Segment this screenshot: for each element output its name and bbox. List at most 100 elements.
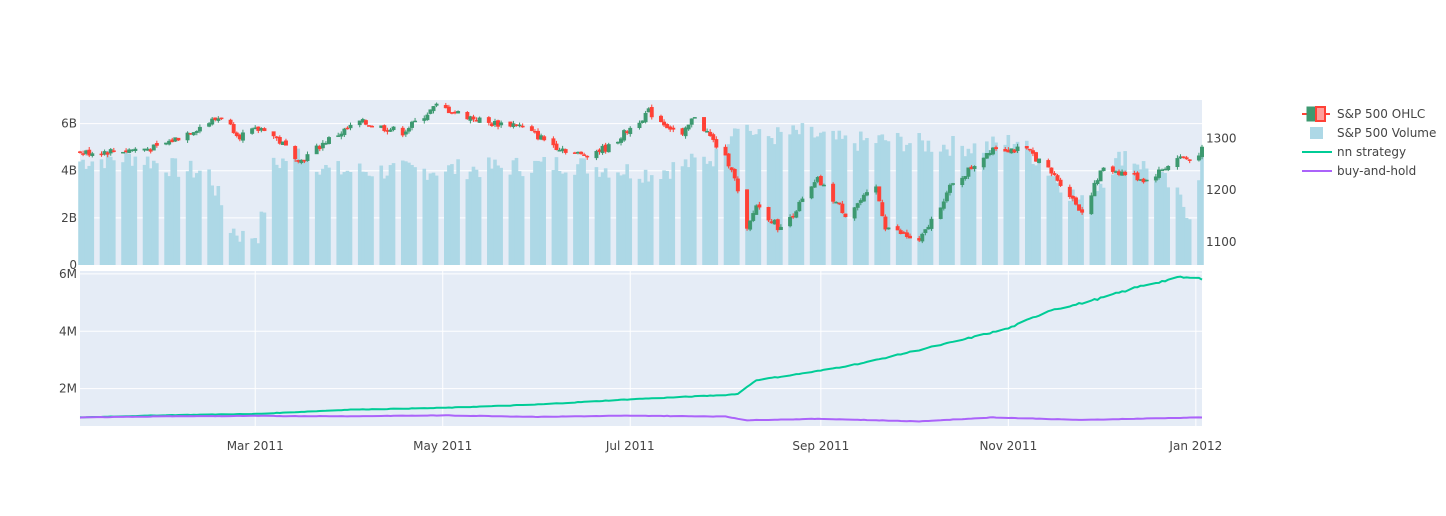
volume-bar xyxy=(1157,175,1161,265)
price-tick-label: 1300 xyxy=(1206,132,1237,146)
volume-bar xyxy=(1175,187,1180,265)
ohlc-candle xyxy=(1067,184,1072,199)
legend-item[interactable]: S&P 500 Volume xyxy=(1310,126,1436,140)
ohlc-candle xyxy=(766,206,771,223)
ohlc-candle xyxy=(840,200,845,214)
volume-bar xyxy=(1071,189,1075,265)
ohlc-candle xyxy=(90,151,95,158)
legend-candle-icon xyxy=(1315,106,1326,122)
volume-bar xyxy=(905,144,909,265)
volume-bar xyxy=(530,172,534,265)
ohlc-candle xyxy=(877,186,882,202)
volume-bar xyxy=(176,176,181,265)
volume-bar xyxy=(228,232,233,265)
ohlc-candle xyxy=(1015,143,1020,154)
volume-bar xyxy=(646,181,651,265)
ohlc-candle xyxy=(711,132,716,143)
volume-bar xyxy=(262,212,267,265)
volume-bar xyxy=(185,171,190,265)
volume-bar xyxy=(585,173,590,265)
legend-item[interactable]: nn strategy xyxy=(1302,145,1406,159)
ohlc-candle xyxy=(947,183,952,196)
volume-bar xyxy=(499,167,503,265)
volume-bar xyxy=(994,142,998,265)
volume-bar xyxy=(902,151,906,265)
ohlc-candle xyxy=(1175,155,1180,170)
ohlc-candle xyxy=(1080,206,1085,215)
volume-bar xyxy=(536,160,540,265)
axis-ticks: 0 2B 4B 6B 1100 1200 1300 2M 4M 6M Mar 2011 May 201… xyxy=(59,117,1237,453)
ohlc-candle xyxy=(864,189,869,197)
ohlc-candle xyxy=(619,137,623,146)
ohlc-candle xyxy=(1095,178,1100,186)
ohlc-candle xyxy=(277,135,282,145)
ohlc-candle xyxy=(271,131,276,139)
volume-bar xyxy=(364,172,368,265)
ohlc-candle xyxy=(745,189,750,231)
volume-bar xyxy=(327,167,331,265)
ohlc-candle xyxy=(536,128,540,141)
legend[interactable]: S&P 500 OHLC S&P 500 Volume nn strategy buy… xyxy=(1302,106,1436,178)
ohlc-candle xyxy=(81,150,86,157)
ohlc-candle xyxy=(1110,165,1115,174)
volume-bar xyxy=(155,163,159,265)
volume-bar xyxy=(908,143,912,265)
ohlc-candle xyxy=(723,144,728,156)
volume-bar xyxy=(259,211,264,265)
ohlc-candle xyxy=(1089,192,1094,215)
volume-bar xyxy=(603,168,608,265)
volume-bar xyxy=(278,168,282,265)
legend-item[interactable]: S&P 500 OHLC xyxy=(1302,106,1425,122)
legend-item[interactable]: buy-and-hold xyxy=(1302,164,1416,178)
equity-tick-label: 6M xyxy=(59,267,77,281)
volume-bar xyxy=(1077,199,1081,265)
volume-bar xyxy=(1024,140,1029,265)
ohlc-candle xyxy=(831,182,836,204)
ohlc-candle xyxy=(216,116,221,123)
volume-bar xyxy=(736,128,740,265)
volume-bar xyxy=(145,156,150,265)
volume-bar xyxy=(102,168,107,265)
ohlc-candle xyxy=(1187,159,1192,164)
volume-bar xyxy=(800,123,805,265)
volume-bar xyxy=(923,151,928,265)
ohlc-candle xyxy=(486,116,491,126)
nn-strategy-line xyxy=(79,275,1203,419)
volume-bar xyxy=(391,163,396,265)
volume-bar xyxy=(1160,171,1164,265)
ohlc-candle xyxy=(1027,148,1032,152)
ohlc-candle xyxy=(529,124,534,132)
volume-bar xyxy=(1178,194,1183,265)
ohlc-candle xyxy=(812,179,817,188)
ohlc-candle xyxy=(443,102,448,109)
legend-candle-icon xyxy=(1306,106,1317,122)
volume-bar xyxy=(385,175,390,265)
volume-bar xyxy=(127,153,131,265)
ohlc-candle xyxy=(972,165,977,172)
ohlc-candle xyxy=(671,125,676,133)
volume-bar xyxy=(1184,217,1189,265)
volume-bar xyxy=(960,145,965,265)
ohlc-candle xyxy=(231,122,236,134)
ohlc-candle xyxy=(852,206,857,221)
volume-bar xyxy=(281,158,285,265)
volume-bar xyxy=(1095,191,1100,265)
volume-bar xyxy=(1034,165,1038,265)
ohlc-candle xyxy=(197,124,202,134)
volume-bar xyxy=(1166,187,1170,265)
ohlc-candle xyxy=(87,147,92,158)
volume-bar xyxy=(496,165,500,265)
ohlc-candles xyxy=(78,102,1204,244)
volume-bar xyxy=(305,158,310,265)
ohlc-candle xyxy=(428,109,433,115)
volume-bar xyxy=(477,177,482,265)
volume-bar xyxy=(207,169,211,265)
ohlc-candle xyxy=(434,102,439,108)
volume-bar xyxy=(407,162,411,265)
volume-bar xyxy=(723,149,728,265)
volume-bar xyxy=(105,150,110,265)
volume-bar xyxy=(981,152,986,265)
volume-bar xyxy=(686,167,691,265)
volume-bar xyxy=(969,153,974,265)
volume-bar xyxy=(514,157,519,265)
